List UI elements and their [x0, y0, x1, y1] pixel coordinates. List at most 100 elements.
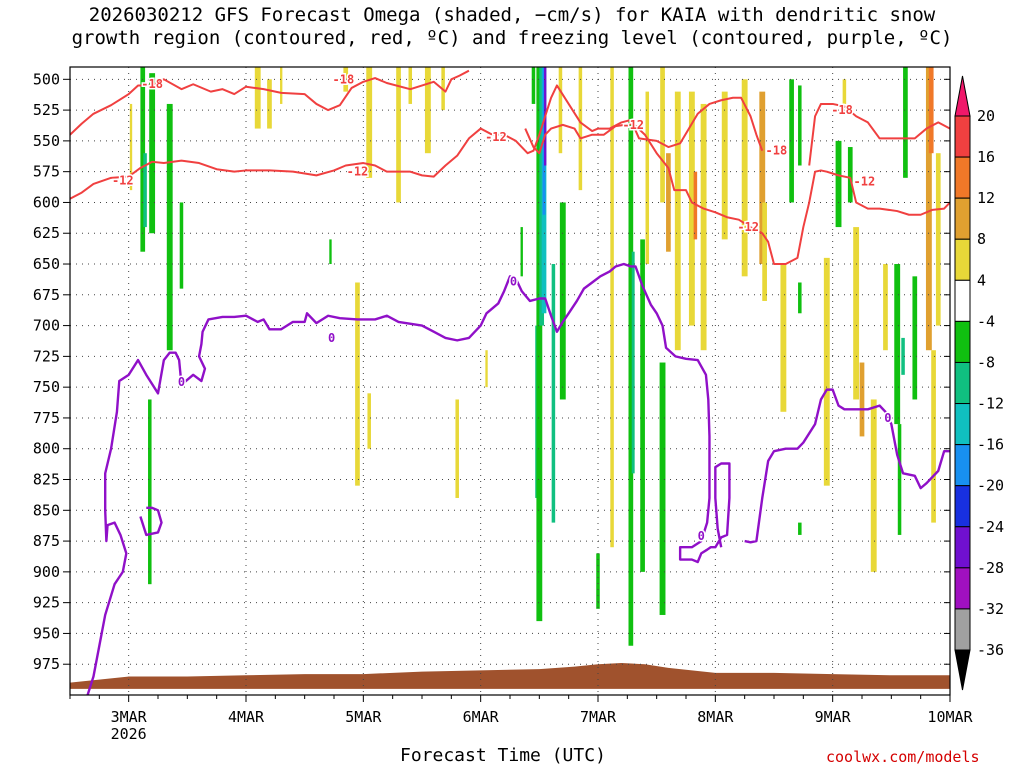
- omega-cell-59: [853, 227, 860, 400]
- x-tick-label-4MAR: 4MAR: [228, 708, 265, 726]
- y-tick-label-625: 625: [33, 224, 60, 242]
- omega-cell-50: [780, 264, 787, 412]
- y-tick-label-650: 650: [33, 255, 60, 273]
- omega-cell-11: [343, 67, 349, 92]
- freezing-label-0: 0: [178, 375, 185, 389]
- omega-cell-13: [367, 393, 371, 449]
- dgz-label-6: -12: [112, 173, 134, 187]
- x-axis-label: Forecast Time (UTC): [400, 745, 606, 766]
- y-tick-label-950: 950: [33, 624, 60, 642]
- omega-cell-32: [578, 67, 583, 191]
- x-tick-sublabel-3MAR: 2026: [111, 725, 147, 743]
- x-tick-label-5MAR: 5MAR: [345, 708, 382, 726]
- y-tick-label-525: 525: [33, 101, 60, 119]
- freezing-contour-0: [86, 262, 731, 695]
- omega-cell-71: [931, 350, 936, 523]
- y-tick-label-825: 825: [33, 471, 60, 489]
- omega-cell-58: [842, 79, 847, 104]
- terrain-shape: [70, 662, 950, 689]
- omega-cell-64: [901, 337, 905, 375]
- colorbar-bin-8: [954, 444, 971, 487]
- x-tick-label-10MAR: 10MAR: [927, 708, 973, 726]
- omega-cell-9: [280, 67, 283, 104]
- x-tick-label-7MAR: 7MAR: [580, 708, 617, 726]
- omega-cell-38: [645, 91, 650, 265]
- colorbar-label-5: -4: [977, 312, 995, 330]
- omega-cell-44: [693, 171, 698, 240]
- omega-cell-21: [520, 227, 523, 277]
- dgz-label-3: -12: [622, 118, 644, 132]
- omega-cell-7: [254, 67, 261, 129]
- omega-cell-1: [149, 73, 156, 234]
- dgz-contour-0: [70, 69, 470, 136]
- omega-cell-67: [912, 276, 918, 400]
- y-tick-label-600: 600: [33, 193, 60, 211]
- omega-cell-16: [408, 67, 413, 104]
- colorbar-bin-12: [954, 608, 971, 651]
- omega-cell-57: [847, 147, 853, 203]
- terrain-fill: [70, 662, 950, 689]
- colorbar-bin-7: [954, 403, 971, 446]
- omega-cell-52: [789, 79, 794, 203]
- omega-cell-8: [267, 79, 272, 129]
- credit-text: coolwx.com/models: [826, 748, 980, 766]
- colorbar-label-2: 12: [977, 189, 995, 207]
- freezing-contour-2: [139, 506, 163, 537]
- omega-cell-0: [140, 67, 146, 252]
- x-tick-label-6MAR: 6MAR: [463, 708, 500, 726]
- omega-cell-63: [894, 264, 901, 425]
- omega-cell-3: [148, 399, 152, 585]
- y-tick-label-800: 800: [33, 440, 60, 458]
- y-tick-label-975: 975: [33, 655, 60, 673]
- y-tick-label-500: 500: [33, 70, 60, 88]
- colorbar-label-1: 16: [977, 148, 995, 166]
- omega-cell-2: [143, 153, 147, 228]
- dgz-label-5: -18: [831, 103, 853, 117]
- freezing-label-1: 0: [328, 331, 335, 345]
- omega-cell-37: [640, 239, 645, 572]
- omega-cell-39: [659, 362, 666, 615]
- omega-cell-15: [396, 67, 401, 203]
- dgz-label-8: -12: [737, 220, 759, 234]
- omega-cell-40: [660, 67, 665, 203]
- colorbar-label-12: -32: [977, 600, 1004, 618]
- y-axis-ticks: 500 525 550 575 600 625 650 675 700 725 750 775 800 8…: [33, 70, 950, 673]
- omega-cell-19: [455, 399, 459, 498]
- omega-shading: [129, 67, 941, 646]
- omega-cell-6: [129, 103, 133, 191]
- y-tick-label-900: 900: [33, 563, 60, 581]
- y-tick-label-700: 700: [33, 317, 60, 335]
- x-tick-label-9MAR: 9MAR: [815, 708, 852, 726]
- colorbar-label-9: -20: [977, 477, 1004, 495]
- omega-cell-55: [823, 257, 830, 486]
- dgz-contour-3: [808, 102, 950, 166]
- y-tick-label-850: 850: [33, 501, 60, 519]
- omega-cell-42: [674, 91, 681, 351]
- colorbar-label-8: -16: [977, 436, 1004, 454]
- omega-cell-53: [798, 85, 802, 166]
- y-tick-label-550: 550: [33, 132, 60, 150]
- omega-cell-31: [558, 67, 563, 154]
- y-tick-label-875: 875: [33, 532, 60, 550]
- colorbar-bin-5: [954, 320, 971, 363]
- omega-cell-60: [859, 362, 865, 437]
- y-tick-label-775: 775: [33, 409, 60, 427]
- colorbar-label-4: 4: [977, 271, 986, 289]
- colorbar-bin-11: [954, 567, 971, 610]
- omega-cell-35: [628, 67, 634, 646]
- dgz-contour-2: [524, 122, 950, 266]
- dgz-label-0: -18: [141, 77, 163, 91]
- omega-cell-70: [935, 153, 941, 326]
- colorbar-label-7: -12: [977, 395, 1004, 413]
- y-tick-label-750: 750: [33, 378, 60, 396]
- contour-labels: -18 -18 -12 -12 -18 -18 -12 -12 -12 -12 0 0 0 0 0: [110, 71, 892, 545]
- omega-cell-49: [762, 202, 767, 301]
- chart-title: 2026030212 GFS Forecast Omega (shaded, −…: [71, 4, 953, 49]
- omega-cell-4: [166, 103, 173, 351]
- omega-cell-5: [179, 202, 184, 289]
- dgz-label-7: -12: [347, 165, 369, 179]
- omega-cell-43: [688, 91, 695, 326]
- y-tick-label-725: 725: [33, 347, 60, 365]
